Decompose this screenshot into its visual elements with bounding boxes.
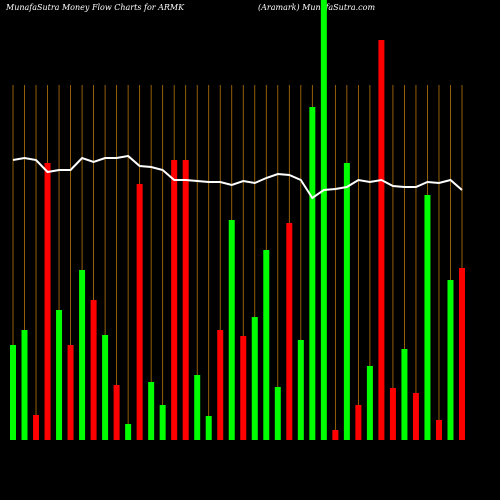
bar: [435, 420, 442, 440]
bar: [10, 345, 16, 440]
bar: [320, 0, 327, 440]
bar: [194, 375, 201, 440]
bar: [182, 160, 189, 440]
bar: [240, 336, 247, 440]
bar: [389, 388, 396, 440]
bar: [113, 385, 120, 440]
bar: [136, 184, 143, 440]
bar: [102, 335, 109, 440]
bar: [171, 160, 178, 440]
bar: [459, 268, 465, 440]
bar: [424, 195, 431, 440]
bar: [332, 430, 339, 440]
bar: [159, 405, 166, 440]
chart-subtitle: (Aramark) MunafaSutra.com: [258, 3, 375, 12]
bar: [447, 280, 454, 440]
bar: [44, 163, 51, 440]
bar: [263, 250, 270, 440]
plot-area: [10, 0, 465, 440]
bar: [343, 163, 350, 440]
bar: [412, 393, 419, 440]
bar: [21, 330, 28, 440]
bar: [401, 349, 408, 440]
bar: [90, 300, 97, 440]
bar: [309, 107, 316, 440]
bar: [274, 387, 281, 440]
bar: [33, 415, 40, 440]
bar: [67, 345, 74, 440]
bar: [366, 366, 373, 440]
bar: [79, 270, 86, 440]
bar: [355, 405, 362, 440]
bar: [56, 310, 63, 440]
bar: [297, 340, 304, 440]
bar: [205, 416, 212, 440]
bar: [228, 220, 235, 440]
bar: [251, 317, 258, 440]
bar: [148, 382, 155, 440]
bar: [286, 223, 293, 440]
money-flow-line: [12, 154, 463, 200]
bar: [378, 40, 385, 440]
bar: [125, 424, 132, 440]
bar: [217, 330, 224, 440]
chart-title: MunafaSutra Money Flow Charts for ARMK: [5, 3, 185, 12]
